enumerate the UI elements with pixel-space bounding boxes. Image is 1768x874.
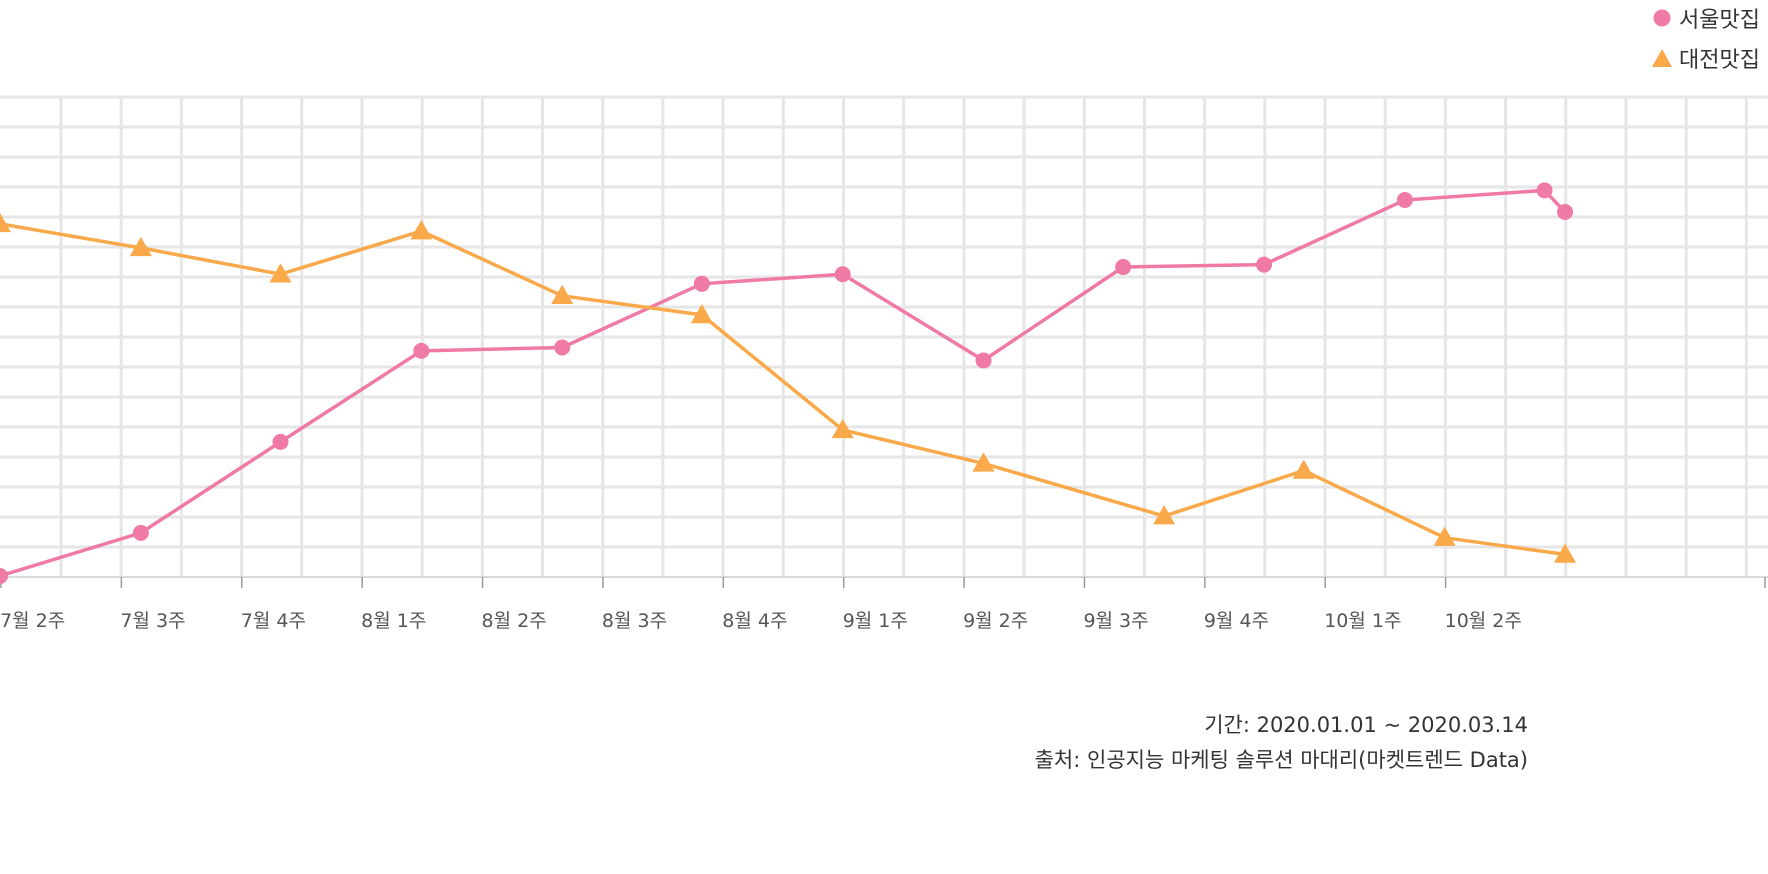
legend-label-daejeon: 대전맛집 bbox=[1679, 48, 1760, 73]
triangle-marker-icon bbox=[1651, 47, 1673, 69]
chart-grid bbox=[0, 95, 1768, 576]
data-point-circle bbox=[272, 433, 289, 450]
data-point-triangle bbox=[972, 452, 995, 472]
source-text: 출처: 인공지능 마케팅 솔루션 마대리(마켓트렌드 Data) bbox=[1034, 748, 1528, 772]
data-point-circle bbox=[1115, 259, 1132, 276]
circle-marker-icon bbox=[1651, 7, 1673, 29]
data-point-triangle bbox=[690, 303, 713, 324]
x-tick-label: 10월 2주 bbox=[1445, 610, 1522, 632]
data-point-triangle bbox=[831, 418, 854, 439]
data-point-triangle bbox=[1433, 526, 1456, 546]
data-point-triangle bbox=[1292, 459, 1315, 479]
legend-item-seoul[interactable]: 서울맛집 bbox=[1651, 4, 1760, 33]
data-point-circle bbox=[1557, 203, 1573, 220]
data-point-circle bbox=[693, 275, 710, 292]
data-point-triangle bbox=[1153, 505, 1176, 525]
data-point-circle bbox=[1536, 182, 1553, 199]
data-point-circle bbox=[413, 342, 430, 359]
x-tick-label: 8월 3주 bbox=[602, 610, 667, 632]
data-point-circle bbox=[0, 568, 8, 584]
chart-series bbox=[0, 182, 1576, 584]
data-point-circle bbox=[554, 339, 571, 356]
x-tick-label: 8월 2주 bbox=[482, 610, 547, 632]
x-tick-label: 10월 1주 bbox=[1324, 610, 1401, 632]
x-tick-label: 8월 1주 bbox=[361, 610, 426, 632]
line-chart: 7월 2주 7월 3주 7월 4주 8월 1주 8월 2주 8월 3주 8월 4주 9월 1주… bbox=[0, 95, 1768, 632]
data-point-circle bbox=[834, 266, 851, 283]
x-tick-label: 7월 4주 bbox=[241, 610, 306, 632]
x-tick-label: 7월 2주 bbox=[0, 610, 65, 632]
data-point-triangle bbox=[410, 220, 433, 240]
data-point-circle bbox=[1396, 191, 1413, 208]
data-point-triangle bbox=[269, 263, 292, 283]
legend-item-daejeon[interactable]: 대전맛집 bbox=[1651, 44, 1760, 73]
chart-legend: 서울맛집 대전맛집 bbox=[1651, 4, 1760, 73]
x-tick-label: 8월 4주 bbox=[722, 610, 787, 632]
data-point-triangle bbox=[1554, 543, 1576, 563]
x-tick-label: 9월 4주 bbox=[1204, 610, 1269, 632]
period-text: 기간: 2020.01.01 ~ 2020.03.14 bbox=[1204, 713, 1528, 737]
data-point-triangle bbox=[0, 212, 11, 233]
data-point-triangle bbox=[129, 236, 152, 257]
data-point-circle bbox=[132, 524, 149, 541]
series-line-1 bbox=[0, 222, 1566, 557]
x-tick-label: 9월 2주 bbox=[963, 610, 1028, 632]
x-tick-label: 7월 3주 bbox=[120, 610, 185, 632]
x-axis: 7월 2주 7월 3주 7월 4주 8월 1주 8월 2주 8월 3주 8월 4주 9월 1주… bbox=[0, 576, 1768, 632]
chart-footer: 기간: 2020.01.01 ~ 2020.03.14 출처: 인공지능 마케팅… bbox=[1035, 708, 1528, 778]
data-point-circle bbox=[1256, 256, 1273, 273]
x-tick-label: 9월 3주 bbox=[1083, 610, 1148, 632]
data-point-circle bbox=[975, 352, 992, 369]
x-tick-label: 9월 1주 bbox=[843, 610, 908, 632]
data-point-triangle bbox=[551, 284, 574, 305]
legend-label-seoul: 서울맛집 bbox=[1679, 8, 1760, 33]
